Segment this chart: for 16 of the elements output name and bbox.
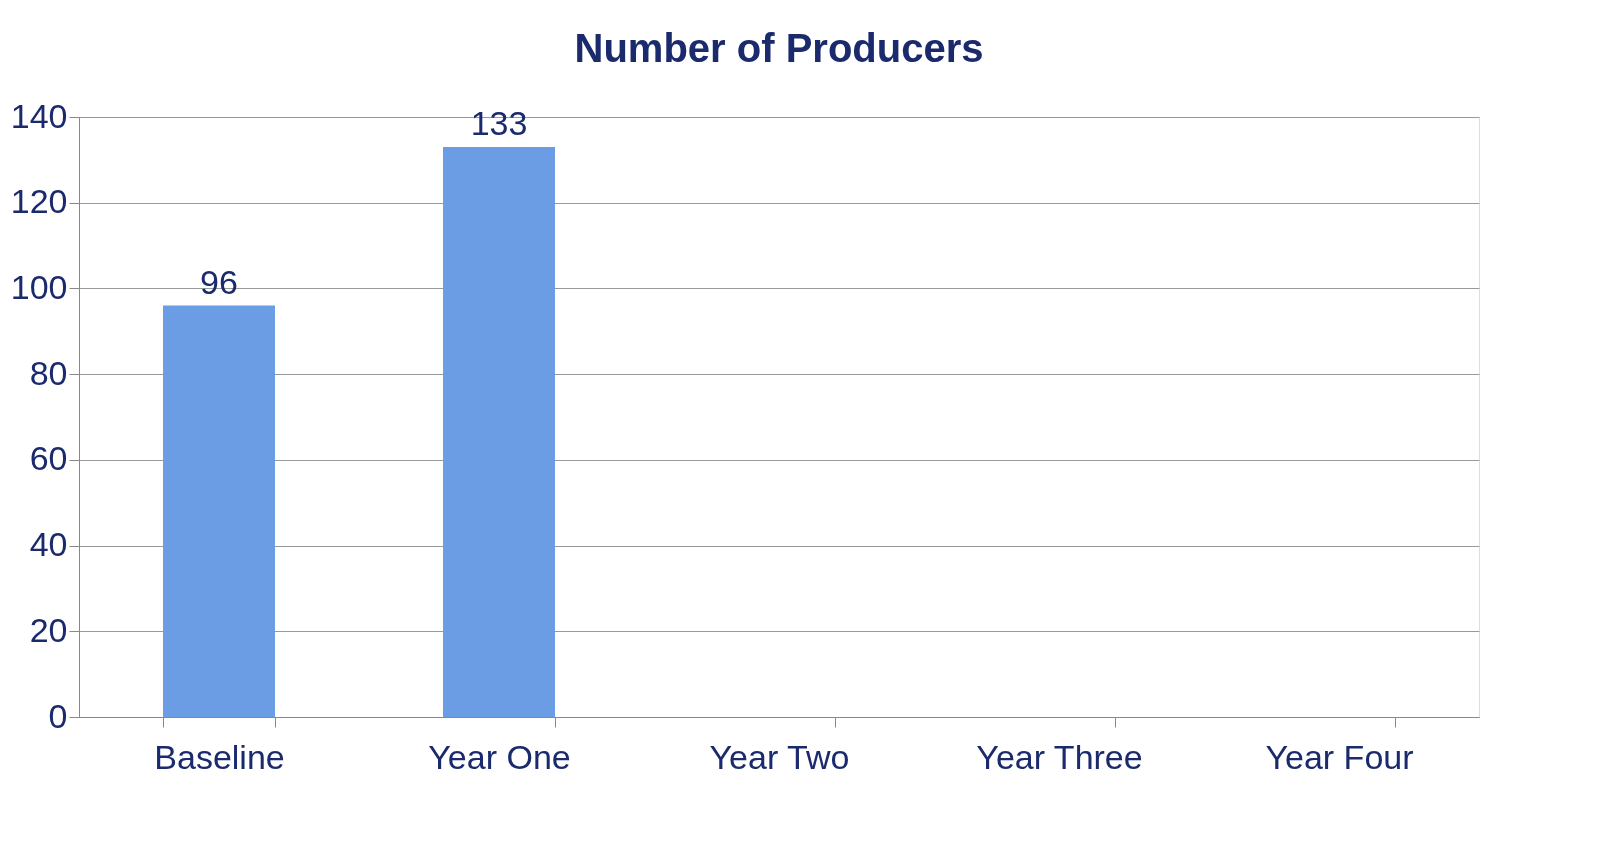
y-tick-label: 100 [10,267,68,306]
x-tick-label: Year Two [709,737,850,776]
y-tick-label: 0 [48,696,68,735]
y-tick-label: 20 [29,610,68,649]
y-tick-label: 140 [10,96,68,135]
x-tick-label: Year Four [1265,737,1414,776]
x-tick-label: Year One [428,737,571,776]
y-tick-label: 80 [29,353,68,392]
data-label: 133 [470,104,528,142]
chart-title: Number of Producers [574,26,984,70]
x-tick-label: Year Three [976,737,1143,776]
y-tick-label: 120 [10,182,68,221]
x-tick-label: Baseline [154,737,285,776]
y-tick-label: 60 [29,439,68,478]
data-label: 96 [200,262,238,301]
y-tick-label: 40 [29,525,68,564]
